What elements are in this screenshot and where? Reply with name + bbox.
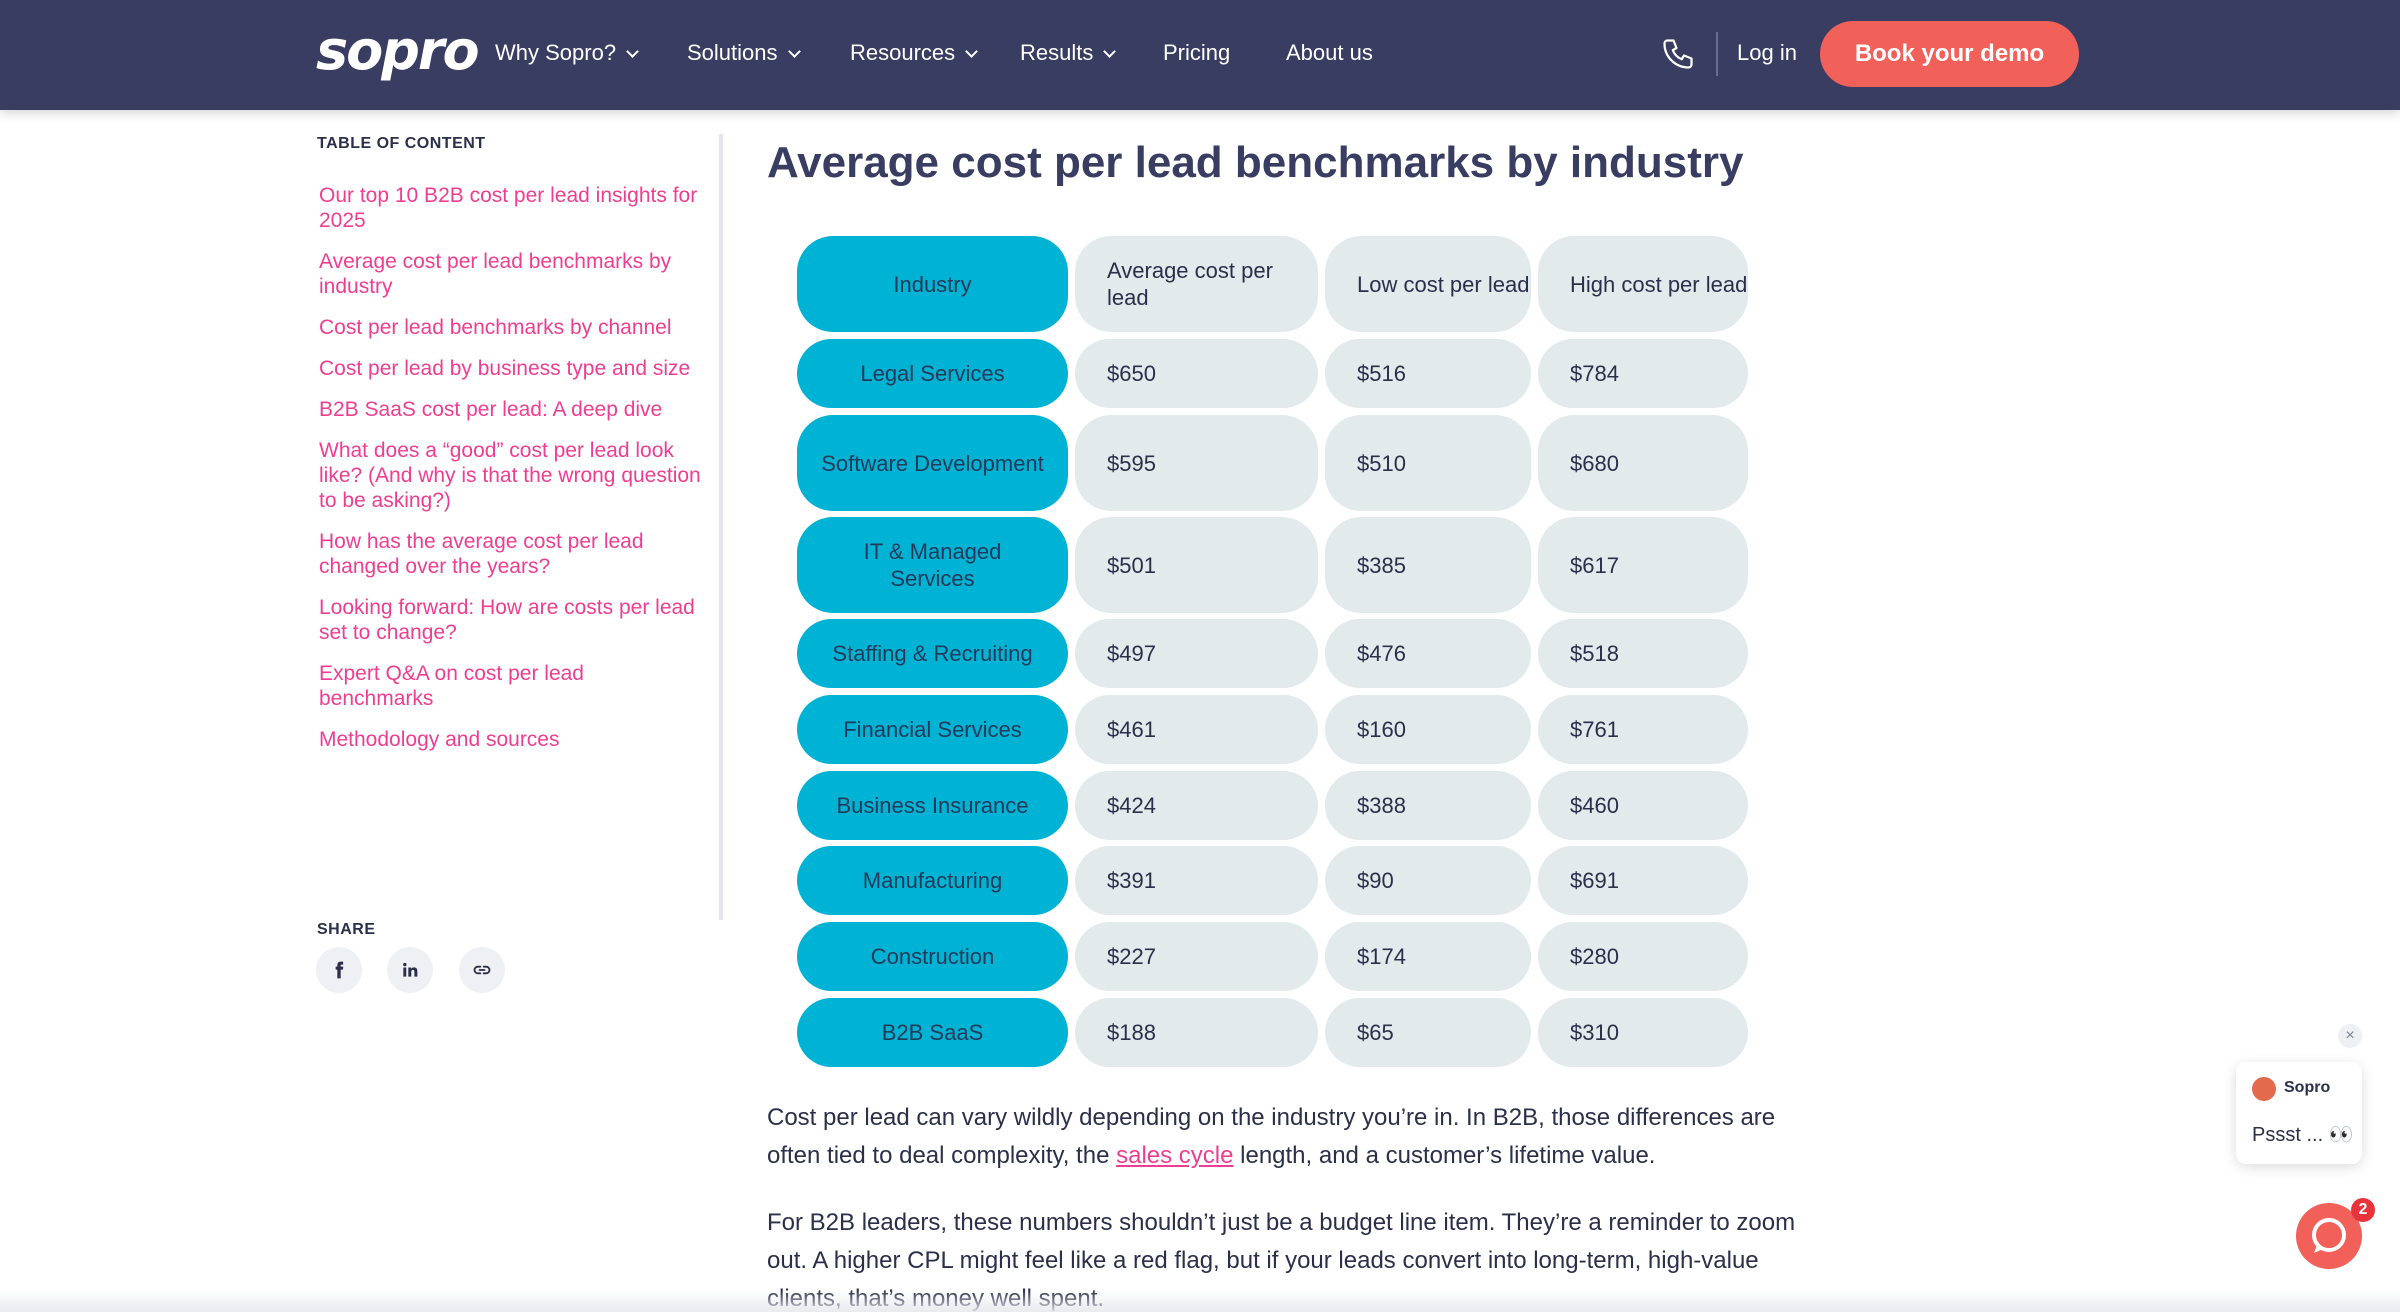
- nav-item-label: Why Sopro?: [495, 40, 617, 65]
- toc-item[interactable]: Average cost per lead benchmarks by indu…: [319, 250, 672, 298]
- chevron-down-icon: [1103, 45, 1117, 58]
- average-cell: $227: [1075, 922, 1318, 991]
- nav-item-label: Results: [1020, 40, 1094, 65]
- toc-item[interactable]: Our top 10 B2B cost per lead insights fo…: [319, 184, 698, 232]
- low-cell: $516: [1325, 339, 1531, 408]
- toc-title: TABLE OF CONTENT: [317, 135, 486, 152]
- sales-cycle-link[interactable]: sales cycle: [1116, 1142, 1234, 1169]
- industry-cell: IT & Managed Services: [797, 517, 1068, 613]
- toc-item[interactable]: How has the average cost per lead change…: [319, 530, 644, 578]
- nav-item-label: Pricing: [1163, 40, 1231, 65]
- chevron-down-icon: [626, 45, 639, 58]
- low-cell: $385: [1325, 517, 1531, 613]
- average-cell: $595: [1075, 415, 1318, 511]
- industry-cell: Financial Services: [797, 695, 1068, 764]
- toc-item[interactable]: Looking forward: How are costs per lead …: [319, 596, 695, 644]
- nav-item-label: Solutions: [687, 40, 778, 65]
- toc-item[interactable]: Methodology and sources: [319, 728, 560, 751]
- industry-cell: Software Development: [797, 415, 1068, 511]
- table-header-high: High cost per lead: [1538, 236, 1748, 332]
- nav-item-about-us[interactable]: About us: [1286, 36, 1373, 70]
- chat-close-icon[interactable]: ×: [2338, 1024, 2362, 1048]
- low-cell: $510: [1325, 415, 1531, 511]
- paragraph-text: Cost per lead can vary wildly depending …: [767, 1104, 1776, 1169]
- nav-item-label: About us: [1286, 40, 1373, 65]
- copy-link-button[interactable]: [459, 947, 505, 993]
- low-cell: $160: [1325, 695, 1531, 764]
- industry-cell: B2B SaaS: [797, 998, 1068, 1067]
- low-cell: $174: [1325, 922, 1531, 991]
- high-cell: $310: [1538, 998, 1748, 1067]
- average-cell: $424: [1075, 771, 1318, 840]
- table-header-industry: Industry: [797, 236, 1068, 332]
- toc-item[interactable]: Expert Q&A on cost per lead benchmarks: [319, 662, 584, 710]
- nav-item-pricing[interactable]: Pricing: [1163, 36, 1230, 70]
- section-heading: Average cost per lead benchmarks by indu…: [767, 138, 1744, 187]
- toc-list: Our top 10 B2B cost per lead insights fo…: [319, 183, 704, 752]
- nav-item-solutions[interactable]: Solutions: [687, 36, 801, 70]
- sopro-logo[interactable]: sopro: [316, 19, 480, 82]
- nav-divider: [1716, 32, 1718, 76]
- page-bottom-fade: [0, 1290, 2400, 1312]
- avatar: [2252, 1077, 2276, 1101]
- facebook-icon: [335, 961, 344, 979]
- toc-item[interactable]: B2B SaaS cost per lead: A deep dive: [319, 398, 663, 421]
- paragraph-text: length, and a customer’s lifetime value.: [1233, 1142, 1656, 1169]
- login-link[interactable]: Log in: [1737, 40, 1797, 65]
- paragraph-industry-variation: Cost per lead can vary wildly depending …: [767, 1099, 1797, 1175]
- table-header-average: Average cost per lead: [1075, 236, 1318, 332]
- chat-message: Pssst ... 👀: [2252, 1124, 2354, 1146]
- low-cell: $65: [1325, 998, 1531, 1067]
- high-cell: $784: [1538, 339, 1748, 408]
- book-demo-button[interactable]: Book your demo: [1820, 21, 2079, 87]
- chevron-down-icon: [965, 45, 979, 58]
- chevron-down-icon: [787, 45, 801, 58]
- linkedin-icon: [403, 962, 418, 977]
- notification-badge: 2: [2351, 1198, 2375, 1222]
- average-cell: $497: [1075, 619, 1318, 688]
- high-cell: $617: [1538, 517, 1748, 613]
- phone-icon[interactable]: [1660, 36, 1696, 72]
- industry-cell: Manufacturing: [797, 846, 1068, 915]
- industry-cell: Business Insurance: [797, 771, 1068, 840]
- low-cell: $476: [1325, 619, 1531, 688]
- link-icon: [473, 965, 491, 975]
- linkedin-share-button[interactable]: [387, 947, 433, 993]
- nav-item-label: Resources: [850, 40, 956, 65]
- logo-text: sopro: [316, 19, 480, 82]
- share-title: SHARE: [317, 921, 376, 938]
- chat-bubble-icon: [2312, 1218, 2346, 1253]
- average-cell: $650: [1075, 339, 1318, 408]
- nav-item-resources[interactable]: Resources: [850, 36, 979, 70]
- high-cell: $460: [1538, 771, 1748, 840]
- high-cell: $280: [1538, 922, 1748, 991]
- toc-divider: [719, 134, 723, 920]
- industry-cell: Legal Services: [797, 339, 1068, 408]
- table-header-low: Low cost per lead: [1325, 236, 1531, 332]
- high-cell: $761: [1538, 695, 1748, 764]
- nav-item-results[interactable]: Results: [1020, 36, 1117, 70]
- toc-item[interactable]: Cost per lead benchmarks by channel: [319, 316, 672, 339]
- toc-item[interactable]: Cost per lead by business type and size: [319, 357, 691, 380]
- facebook-share-button[interactable]: [316, 947, 362, 993]
- average-cell: $391: [1075, 846, 1318, 915]
- top-navigation: sopro Why Sopro? Solutions Resources Res…: [0, 0, 2400, 110]
- low-cell: $388: [1325, 771, 1531, 840]
- nav-item-why-sopro[interactable]: Why Sopro?: [495, 36, 639, 70]
- high-cell: $518: [1538, 619, 1748, 688]
- chat-preview-card[interactable]: Sopro Pssst ... 👀: [2236, 1062, 2362, 1164]
- average-cell: $501: [1075, 517, 1318, 613]
- average-cell: $461: [1075, 695, 1318, 764]
- average-cell: $188: [1075, 998, 1318, 1067]
- low-cell: $90: [1325, 846, 1531, 915]
- chat-sender-name: Sopro: [2284, 1079, 2331, 1096]
- industry-cell: Construction: [797, 922, 1068, 991]
- toc-item[interactable]: What does a “good” cost per lead look li…: [319, 439, 701, 512]
- industry-cell: Staffing & Recruiting: [797, 619, 1068, 688]
- high-cell: $691: [1538, 846, 1748, 915]
- high-cell: $680: [1538, 415, 1748, 511]
